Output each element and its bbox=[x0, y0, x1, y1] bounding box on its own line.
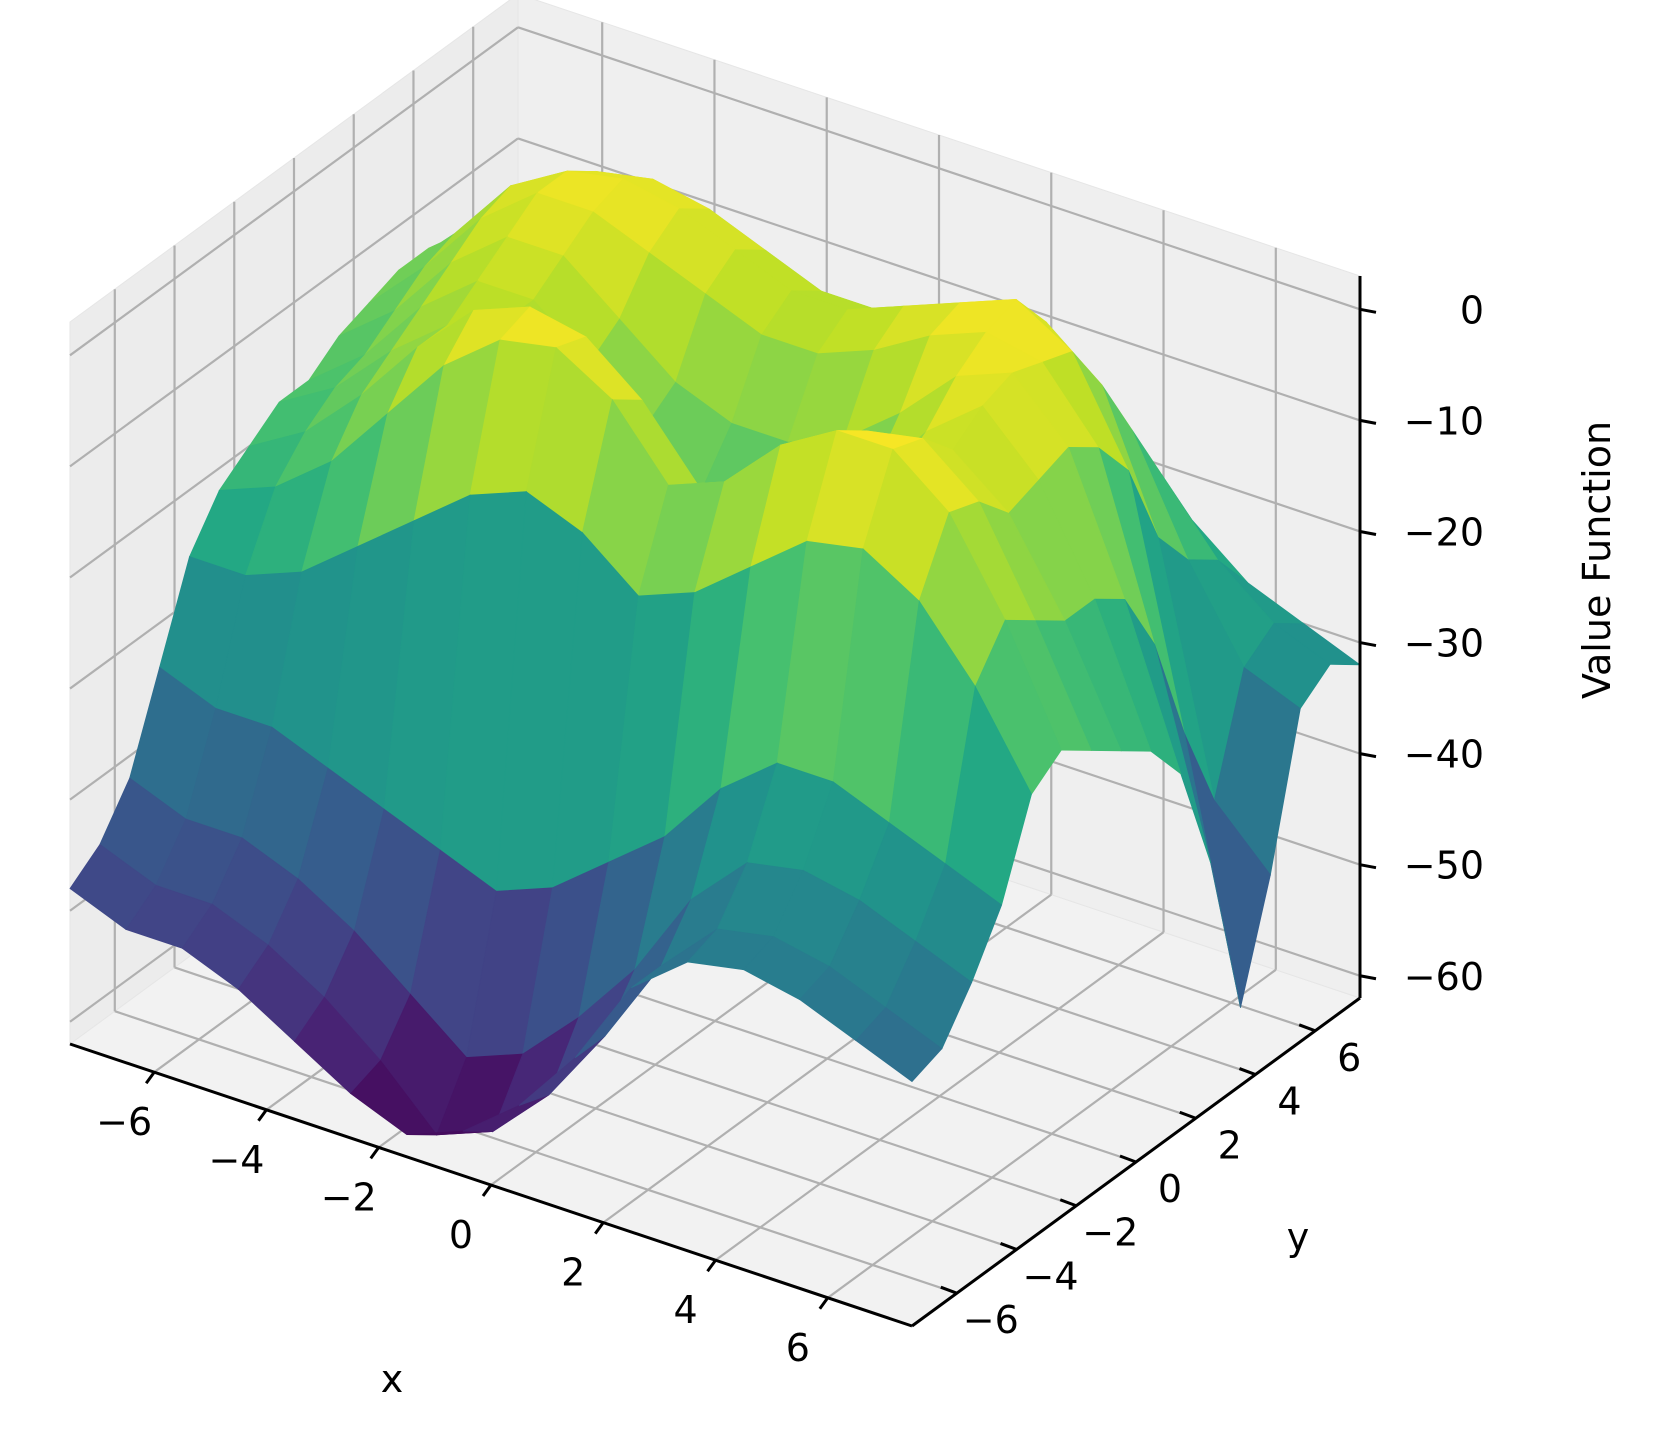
y-tick-label: −4 bbox=[1023, 1254, 1079, 1298]
x-tick bbox=[706, 1259, 717, 1273]
z-tick bbox=[1359, 752, 1377, 759]
x-axis-title: x bbox=[381, 1357, 404, 1401]
y-tick bbox=[1238, 1067, 1256, 1076]
y-tick-label: 4 bbox=[1277, 1080, 1301, 1124]
grid-line-z-left bbox=[69, 137, 519, 468]
z-axis-title: Value Function bbox=[1575, 421, 1619, 699]
x-tick-label: 2 bbox=[561, 1251, 585, 1295]
x-tick bbox=[257, 1108, 268, 1122]
y-tick bbox=[1059, 1198, 1077, 1208]
x-tick bbox=[144, 1071, 156, 1085]
y-tick bbox=[1179, 1110, 1197, 1120]
z-tick bbox=[1359, 863, 1377, 870]
z-tick-label: −30 bbox=[1404, 622, 1484, 666]
z-tick-label: −60 bbox=[1404, 955, 1484, 999]
y-tick-label: 2 bbox=[1218, 1123, 1242, 1167]
axis-ticks bbox=[144, 307, 1377, 1310]
x-tick-label: 4 bbox=[673, 1288, 697, 1332]
x-tick bbox=[594, 1221, 605, 1235]
y-tick-label: 0 bbox=[1158, 1167, 1182, 1211]
x-tick-label: 6 bbox=[786, 1326, 810, 1370]
z-tick bbox=[1359, 418, 1377, 425]
x-tick bbox=[369, 1146, 380, 1160]
z-tick-label: 0 bbox=[1460, 288, 1484, 332]
y-tick bbox=[940, 1285, 958, 1295]
grid-line-y-floor bbox=[114, 1010, 958, 1295]
surface-plot bbox=[69, 170, 1362, 1136]
z-tick-label: −10 bbox=[1404, 399, 1484, 443]
y-tick bbox=[1298, 1023, 1316, 1033]
z-tick bbox=[1359, 641, 1377, 648]
z-tick-label: −20 bbox=[1404, 510, 1484, 554]
x-tick bbox=[481, 1184, 493, 1197]
y-tick bbox=[1119, 1154, 1137, 1164]
y-axis-title: y bbox=[1287, 1215, 1310, 1259]
surface-facet bbox=[855, 1007, 943, 1083]
y-tick-label: −6 bbox=[963, 1298, 1019, 1342]
z-tick-label: −40 bbox=[1404, 733, 1484, 777]
z-tick-label: −50 bbox=[1404, 844, 1484, 888]
x-tick-label: −2 bbox=[321, 1175, 377, 1219]
y-tick bbox=[1000, 1242, 1018, 1251]
x-tick bbox=[818, 1296, 830, 1310]
z-tick bbox=[1359, 307, 1377, 314]
y-tick-label: −2 bbox=[1082, 1211, 1138, 1255]
y-tick-label: 6 bbox=[1337, 1036, 1361, 1080]
x-tick-label: 0 bbox=[449, 1213, 473, 1257]
z-tick bbox=[1359, 974, 1377, 981]
grid-line-z-back bbox=[517, 26, 1361, 311]
grid-line-z-left bbox=[69, 26, 519, 357]
x-tick-label: −4 bbox=[208, 1138, 264, 1182]
z-tick bbox=[1359, 530, 1377, 536]
x-tick-label: −6 bbox=[96, 1100, 152, 1144]
